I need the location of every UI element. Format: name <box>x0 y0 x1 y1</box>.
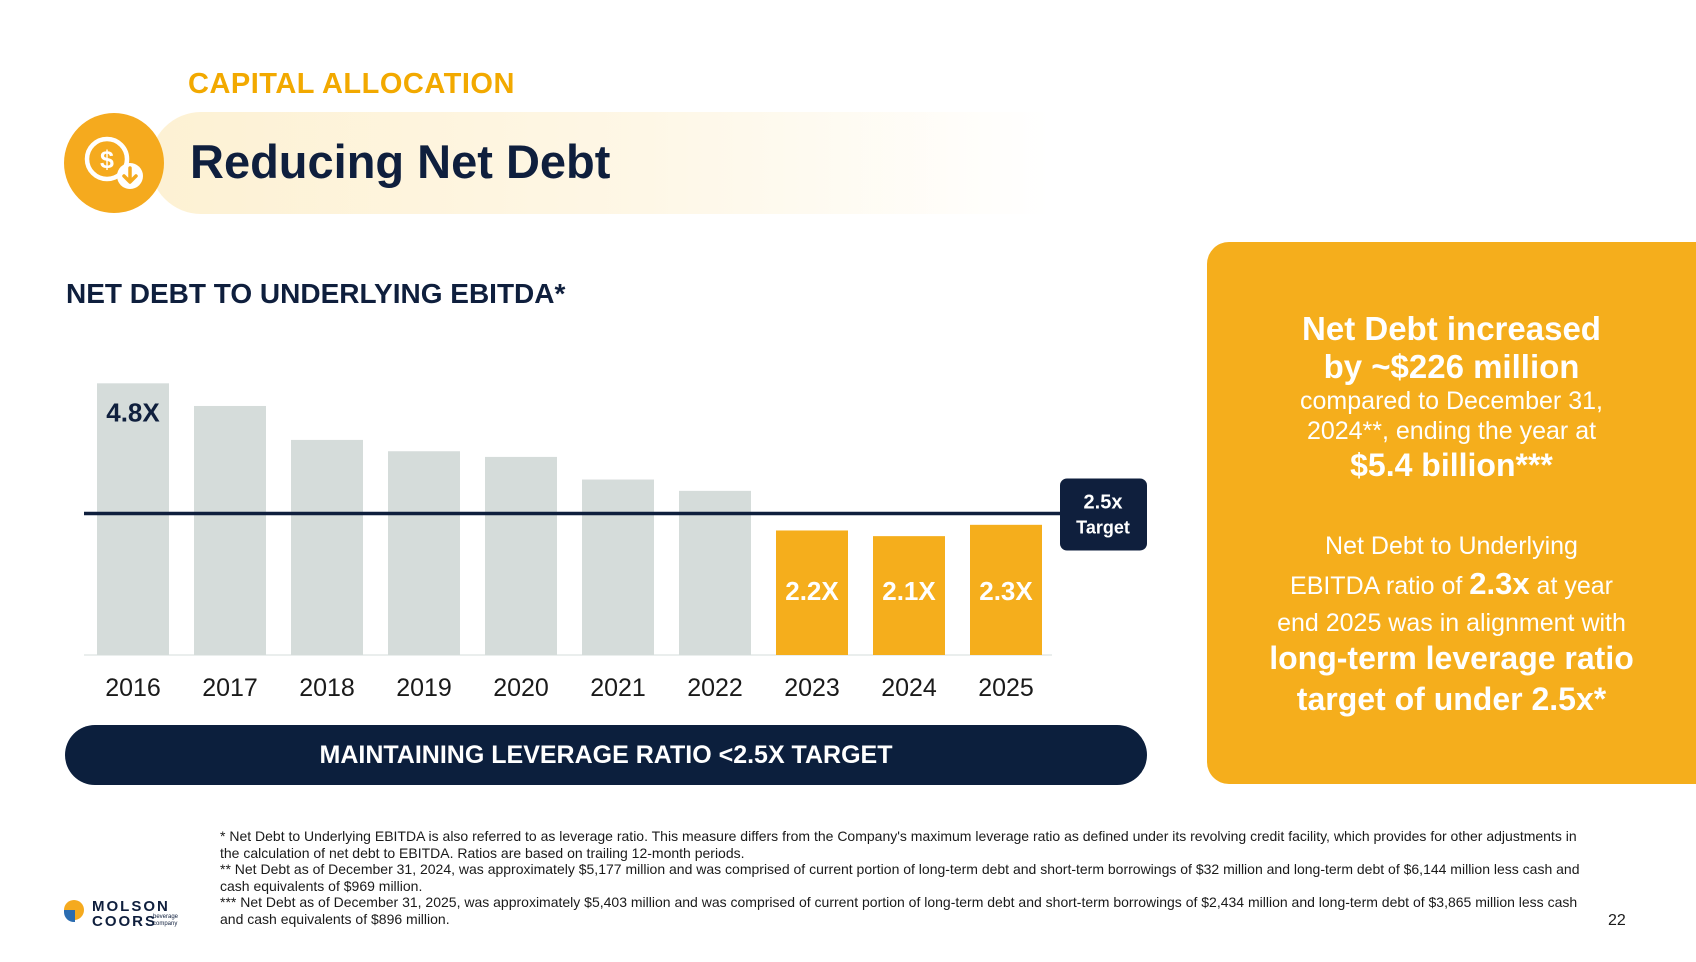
target-value-label: 2.5x <box>1084 492 1123 514</box>
bar-2017 <box>194 405 266 655</box>
callout-ratio-line2: EBITDA ratio of 2.3x at year <box>1207 565 1696 605</box>
data-label-2025: 2.3X <box>979 576 1033 606</box>
callout-ratio-post: at year <box>1529 572 1613 600</box>
callout-ratio-line3: end 2025 was in alignment with <box>1277 609 1626 637</box>
net-debt-chart: 2016 4.8X 2017 2018 2019 2020 2021 2022 2023 2.2X… <box>84 383 1147 702</box>
data-label-2024: 2.1X <box>882 576 936 606</box>
x-tick-label-2020: 2020 <box>493 674 549 702</box>
bar-2024 <box>873 536 945 655</box>
section-label: CAPITAL ALLOCATION <box>188 68 515 100</box>
callout-ratio-pre: EBITDA ratio of <box>1290 572 1470 600</box>
footnote-1: * Net Debt to Underlying EBITDA is also … <box>220 828 1577 861</box>
callout-ratio-line1: Net Debt to Underlying <box>1325 532 1578 560</box>
x-tick-label-2019: 2019 <box>396 674 452 702</box>
callout-target-line1: long-term leverage ratio <box>1269 640 1634 676</box>
logo-word-2: COORS <box>92 913 158 930</box>
callout-body-line1: compared to December 31, <box>1300 387 1603 415</box>
x-tick-label-2023: 2023 <box>784 674 840 702</box>
x-tick-label-2021: 2021 <box>590 674 646 702</box>
bar-2021 <box>582 479 654 655</box>
x-tick-label-2017: 2017 <box>202 674 258 702</box>
x-tick-label-2025: 2025 <box>978 674 1034 702</box>
callout-headline: Net Debt increased by ~$226 million <box>1207 310 1696 386</box>
callout-body-line2: 2024**, ending the year at <box>1306 417 1597 445</box>
footnotes: * Net Debt to Underlying EBITDA is also … <box>220 828 1590 927</box>
x-tick-label-2022: 2022 <box>687 674 743 702</box>
page-title: Reducing Net Debt <box>190 135 611 188</box>
title-band <box>150 112 1050 214</box>
bar-2020 <box>485 456 557 655</box>
logo-tagline: beverage company <box>153 914 179 927</box>
summary-callout: Net Debt increased by ~$226 million comp… <box>1207 242 1696 784</box>
callout-amount: $5.4 billion*** <box>1350 447 1553 483</box>
bar-2025 <box>970 524 1042 655</box>
callout-ratio-text: Net Debt to Underlying EBITDA ratio of 2… <box>1207 528 1696 642</box>
chart-title: NET DEBT TO UNDERLYING EBITDA* <box>66 278 566 309</box>
leverage-banner: MAINTAINING LEVERAGE RATIO <2.5X TARGET <box>65 725 1147 785</box>
callout-target-text: long-term leverage ratio target of under… <box>1207 638 1696 720</box>
logo-word-1: MOLSON <box>92 898 170 915</box>
bar-2023 <box>776 530 848 655</box>
bar-2019 <box>388 451 460 655</box>
svg-text:$: $ <box>100 146 114 174</box>
target-badge <box>1060 478 1147 551</box>
callout-body: compared to December 31, 2024**, ending … <box>1207 386 1696 446</box>
logo-mark-accent <box>64 910 75 922</box>
footnote-2: ** Net Debt as of December 31, 2024, was… <box>220 861 1580 894</box>
bar-2018 <box>291 439 363 655</box>
bar-2022 <box>679 490 751 655</box>
data-label-2016: 4.8X <box>106 397 160 427</box>
data-label-2023: 2.2X <box>785 576 839 606</box>
page-number: 22 <box>1608 912 1626 929</box>
callout-ratio-value: 2.3x <box>1469 566 1530 601</box>
bar-2016 <box>97 383 169 655</box>
dollar-down-icon: $ <box>64 113 164 213</box>
footnote-3: *** Net Debt as of December 31, 2025, wa… <box>220 894 1578 927</box>
callout-line2: by ~$226 million <box>1323 348 1580 385</box>
company-logo: MOLSON COORS beverage company <box>64 898 204 930</box>
callout-target-line2: target of under 2.5x* <box>1296 681 1607 717</box>
callout-line1: Net Debt increased <box>1302 310 1601 347</box>
x-tick-label-2024: 2024 <box>881 674 937 702</box>
target-caption-label: Target <box>1076 518 1130 538</box>
x-tick-label-2016: 2016 <box>105 674 161 702</box>
x-tick-label-2018: 2018 <box>299 674 355 702</box>
